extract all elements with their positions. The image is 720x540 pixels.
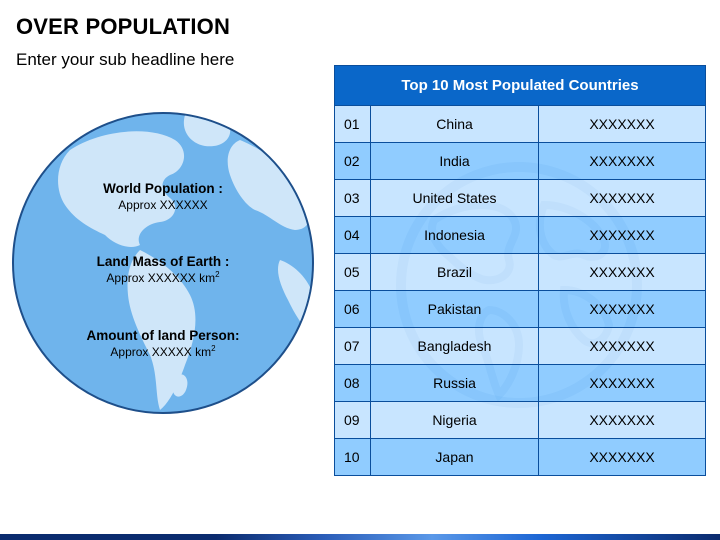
country-cell: Brazil: [370, 253, 539, 291]
table-row: 10 Japan XXXXXXX: [334, 438, 706, 476]
table-row: 08 Russia XXXXXXX: [334, 364, 706, 402]
country-cell: Japan: [370, 438, 539, 476]
table-header-row: Top 10 Most Populated Countries: [334, 65, 706, 106]
rank-cell: 03: [334, 179, 371, 217]
world-population-heading: World Population :: [103, 181, 223, 196]
rank-cell: 08: [334, 364, 371, 402]
rank-cell: 04: [334, 216, 371, 254]
rank-cell: 02: [334, 142, 371, 180]
rank-cell: 10: [334, 438, 371, 476]
slide-subtitle: Enter your sub headline here: [16, 50, 235, 69]
country-cell: United States: [370, 179, 539, 217]
table-row: 03 United States XXXXXXX: [334, 179, 706, 217]
rank-cell: 06: [334, 290, 371, 328]
land-per-person-line: Approx XXXXX km2: [10, 344, 316, 361]
table-row: 01 China XXXXXXX: [334, 105, 706, 143]
country-cell: Russia: [370, 364, 539, 402]
slide-title: OVER POPULATION: [16, 14, 231, 39]
value-cell: XXXXXXX: [538, 253, 706, 291]
rank-cell: 05: [334, 253, 371, 291]
value-cell: XXXXXXX: [538, 216, 706, 254]
value-cell: XXXXXXX: [538, 327, 706, 365]
land-mass-block: Land Mass of Earth : Approx XXXXXX km2: [10, 253, 316, 287]
table-row: 02 India XXXXXXX: [334, 142, 706, 180]
rank-cell: 07: [334, 327, 371, 365]
table-row: 04 Indonesia XXXXXXX: [334, 216, 706, 254]
country-cell: China: [370, 105, 539, 143]
table-row: 09 Nigeria XXXXXXX: [334, 401, 706, 439]
table-title: Top 10 Most Populated Countries: [334, 65, 706, 106]
value-cell: XXXXXXX: [538, 364, 706, 402]
country-cell: Nigeria: [370, 401, 539, 439]
value-cell: XXXXXXX: [538, 179, 706, 217]
rank-cell: 01: [334, 105, 371, 143]
land-per-person-heading: Amount of land Person:: [86, 328, 240, 343]
globe: World Population : Approx XXXXXX Land Ma…: [10, 110, 316, 416]
population-table-container: Top 10 Most Populated Countries 01 China…: [334, 65, 706, 476]
table-row: 07 Bangladesh XXXXXXX: [334, 327, 706, 365]
land-mass-unit-sup: 2: [215, 270, 220, 279]
land-per-person-unit-sup: 2: [211, 344, 216, 353]
globe-icon: [12, 112, 314, 414]
land-mass-heading: Land Mass of Earth :: [96, 254, 230, 269]
value-cell: XXXXXXX: [538, 142, 706, 180]
country-cell: India: [370, 142, 539, 180]
world-population-block: World Population : Approx XXXXXX: [10, 180, 316, 214]
world-population-value: Approx XXXXXX: [118, 198, 208, 212]
table-row: 06 Pakistan XXXXXXX: [334, 290, 706, 328]
value-cell: XXXXXXX: [538, 290, 706, 328]
rank-cell: 09: [334, 401, 371, 439]
country-cell: Indonesia: [370, 216, 539, 254]
land-per-person-block: Amount of land Person: Approx XXXXX km2: [10, 327, 316, 361]
country-cell: Pakistan: [370, 290, 539, 328]
land-mass-value: Approx XXXXXX km: [106, 271, 216, 285]
land-mass-line: Approx XXXXXX km2: [10, 270, 316, 287]
table-row: 05 Brazil XXXXXXX: [334, 253, 706, 291]
land-per-person-value: Approx XXXXX km: [110, 345, 212, 359]
value-cell: XXXXXXX: [538, 401, 706, 439]
country-cell: Bangladesh: [370, 327, 539, 365]
value-cell: XXXXXXX: [538, 105, 706, 143]
value-cell: XXXXXXX: [538, 438, 706, 476]
population-table: Top 10 Most Populated Countries 01 China…: [334, 65, 706, 476]
bottom-accent-bar: [0, 534, 720, 540]
